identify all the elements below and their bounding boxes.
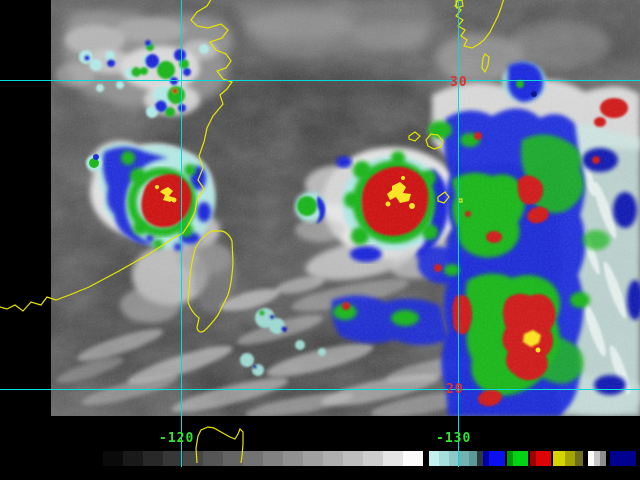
satellite-cloud-art <box>51 0 640 416</box>
graticule-labels: 30 20 -120 -130 <box>159 75 471 446</box>
taiwan-coastline <box>187 230 234 333</box>
colorbar-segment <box>403 451 423 466</box>
colorbar-segment <box>636 451 640 466</box>
kyushu-coastline <box>454 0 505 49</box>
colorbar-segment <box>429 451 439 466</box>
colorbar-segment <box>263 451 283 466</box>
luzon-coastline <box>195 426 244 464</box>
colorbar-segment <box>600 451 606 466</box>
label-lon-130: -130 <box>436 431 471 446</box>
colorbar-segment <box>423 451 429 466</box>
colorbar-segment <box>103 451 123 466</box>
colorbar-segment <box>143 451 163 466</box>
colorbar-segment <box>565 451 575 466</box>
colorbar-segment <box>363 451 383 466</box>
colorbar-segment <box>223 451 243 466</box>
colorbar-segment <box>610 451 636 466</box>
colorbar-segment <box>343 451 363 466</box>
colorbar-segment <box>588 451 594 466</box>
enhancement-colorbar <box>103 451 640 466</box>
colorbar-segment <box>477 451 483 466</box>
colorbar-segment <box>323 451 343 466</box>
colorbar-segment <box>505 451 507 466</box>
colorbar-segment <box>536 451 551 466</box>
colorbar-segment <box>606 451 610 466</box>
colorbar-segment <box>483 451 489 466</box>
china-coastline <box>0 0 233 312</box>
colorbar-segment <box>530 451 536 466</box>
colorbar-segment <box>528 451 530 466</box>
colorbar-segment <box>594 451 600 466</box>
colorbar-segment <box>123 451 143 466</box>
graticule <box>0 0 640 467</box>
colorbar-segment <box>489 451 505 466</box>
colorbar-segment <box>183 451 203 466</box>
colorbar-segment <box>303 451 323 466</box>
status-bar: 1 0001 HIMAWARI-9 13 26 JUL 25207 062000… <box>0 463 640 480</box>
colorbar-segment <box>203 451 223 466</box>
colorbar-segment <box>283 451 303 466</box>
amami-island-2 <box>425 133 444 150</box>
colorbar-segment <box>163 451 183 466</box>
tanegashima-island <box>481 53 490 74</box>
colorbar-segment <box>459 451 469 466</box>
label-lat-30: 30 <box>450 75 468 90</box>
colorbar-segment <box>575 451 583 466</box>
colorbar-segment <box>583 451 588 466</box>
colorbar-segment <box>551 451 553 466</box>
colorbar-segment <box>383 451 403 466</box>
label-lon-120: -120 <box>159 431 194 446</box>
coastlines <box>0 0 505 464</box>
colorbar-segment <box>513 451 528 466</box>
colorbar-segment <box>507 451 513 466</box>
colorbar-segment <box>449 451 459 466</box>
colorbar-segment <box>553 451 565 466</box>
label-lat-20: 20 <box>446 382 464 397</box>
okinawa-island <box>437 191 450 204</box>
colorbar-segment <box>243 451 263 466</box>
amami-island-1 <box>408 131 421 142</box>
kyushu-island-small <box>455 0 464 9</box>
colorbar-segment <box>469 451 477 466</box>
colorbar-segment <box>439 451 449 466</box>
